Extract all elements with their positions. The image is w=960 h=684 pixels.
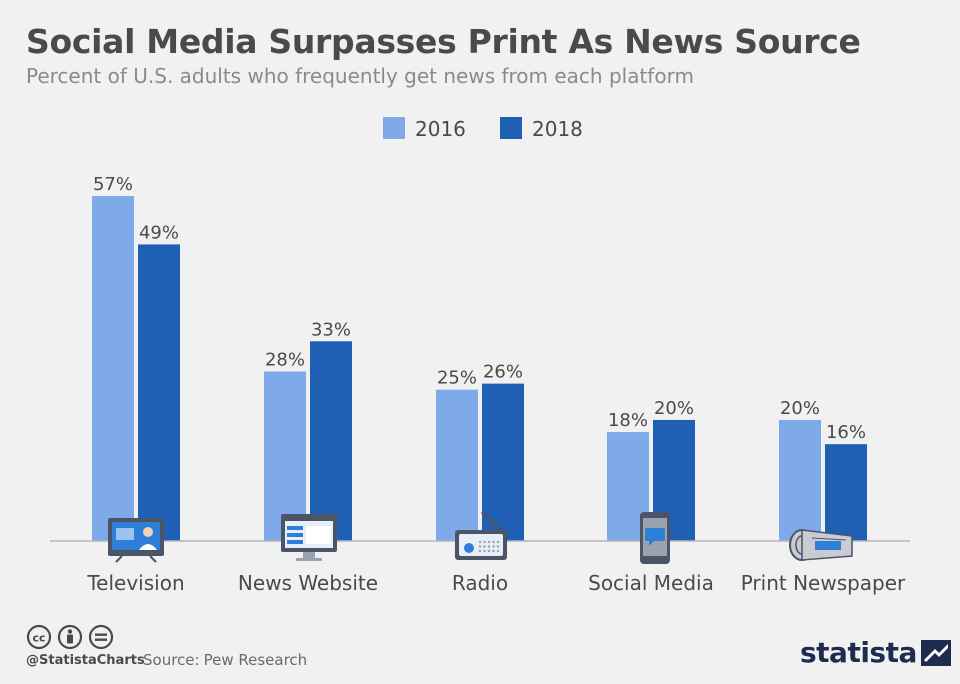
radio-icon: [455, 510, 507, 560]
attribution-icon: [57, 624, 83, 650]
data-label-2016-0: 57%: [93, 174, 133, 195]
data-label-2018-2: 26%: [483, 362, 523, 383]
data-label-2018-0: 49%: [139, 222, 179, 243]
category-label-0: Television: [86, 571, 184, 595]
statista-logo-text: statista: [800, 636, 917, 669]
newspaper-icon: [789, 529, 853, 561]
bar-2018-1: [310, 341, 352, 541]
category-label-3: Social Media: [588, 571, 714, 595]
television-icon: [108, 518, 164, 563]
data-label-2018-4: 16%: [826, 422, 866, 443]
no-derivatives-icon: [88, 624, 114, 650]
legend-swatch-2018: [500, 117, 522, 139]
legend-label-2016: 2016: [415, 117, 466, 141]
data-label-2018-3: 20%: [654, 398, 694, 419]
category-label-1: News Website: [238, 571, 378, 595]
bar-2018-4: [825, 444, 867, 541]
bar-2018-0: [138, 244, 180, 541]
legend-label-2018: 2018: [532, 117, 583, 141]
bar-2016-4: [779, 419, 821, 541]
data-label-2016-4: 20%: [780, 398, 820, 419]
statista-logo[interactable]: statista: [800, 636, 951, 669]
svg-text:cc: cc: [32, 632, 45, 645]
data-label-2018-1: 33%: [311, 319, 351, 340]
bar-2016-2: [436, 389, 478, 541]
chart-title: Social Media Surpasses Print As News Sou…: [26, 22, 861, 61]
data-label-2016-1: 28%: [265, 350, 305, 371]
source-text: Source: Pew Research: [143, 651, 307, 669]
bar-2018-2: [482, 383, 524, 541]
legend-swatch-2016: [383, 117, 405, 139]
bar-2016-1: [264, 371, 306, 541]
data-label-2016-3: 18%: [608, 410, 648, 431]
license-icons: cc: [26, 624, 136, 656]
bar-chart: 2016 2018 57% 49% Television 28% 33% News Websi…: [50, 117, 910, 595]
statista-handle: @StatistaCharts: [26, 653, 145, 668]
bar-2016-0: [92, 196, 134, 541]
creative-commons-icon: cc: [26, 624, 52, 650]
source-name: Pew Research: [203, 651, 308, 669]
smartphone-icon: [640, 512, 670, 564]
news-website-icon: [281, 514, 337, 561]
category-label-2: Radio: [452, 571, 508, 595]
category-label-4: Print Newspaper: [741, 571, 906, 595]
chart-subtitle: Percent of U.S. adults who frequently ge…: [26, 64, 694, 88]
statista-logo-icon: [920, 639, 951, 666]
source-label: Source:: [143, 651, 200, 669]
data-label-2016-2: 25%: [437, 368, 477, 389]
